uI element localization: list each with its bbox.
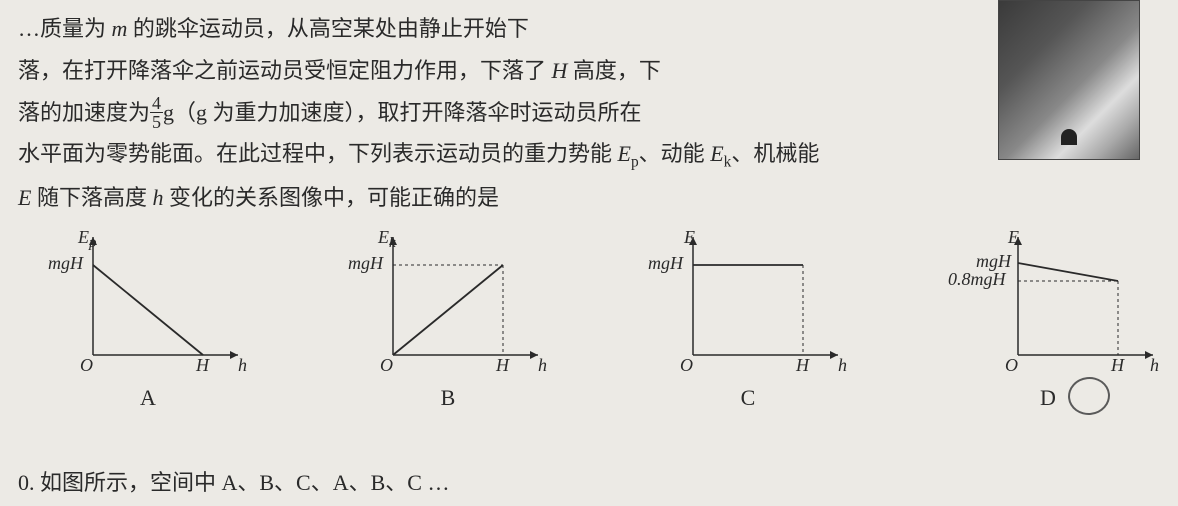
sym-E: E bbox=[18, 185, 31, 210]
t: 随下落高度 bbox=[31, 185, 147, 210]
svg-text:Ep: Ep bbox=[77, 227, 97, 251]
line-4: 水平面为零势能面。在此过程中，下列表示运动员的重力势能 Ep、动能 Ek、机械能 bbox=[18, 133, 1118, 177]
svg-text:h: h bbox=[1150, 355, 1159, 375]
svg-text:h: h bbox=[238, 355, 247, 375]
charts-row: Ep mgH O H h A Ek mgH O bbox=[18, 225, 1158, 419]
t: 变化的关系图像中，可能正确的是 bbox=[169, 185, 499, 210]
svg-text:h: h bbox=[838, 355, 847, 375]
svg-text:O: O bbox=[380, 355, 393, 375]
svg-text:mgH: mgH bbox=[48, 253, 84, 273]
num: 4 bbox=[150, 94, 163, 113]
chart-d-col: E mgH 0.8mgH O H h D bbox=[938, 225, 1158, 419]
sym-Ep: E bbox=[618, 141, 631, 166]
handwritten-circle-d bbox=[1066, 375, 1112, 417]
svg-text:H: H bbox=[1110, 355, 1125, 375]
t: …质量为 bbox=[18, 16, 112, 41]
sym-H: H bbox=[552, 58, 568, 83]
chart-a: Ep mgH O H h bbox=[38, 225, 258, 375]
t: 落的加速度为 bbox=[18, 100, 150, 125]
svg-text:H: H bbox=[195, 355, 210, 375]
chart-b: Ek mgH O H h bbox=[338, 225, 558, 375]
svg-text:H: H bbox=[495, 355, 510, 375]
option-d-label: D bbox=[1040, 377, 1056, 419]
chart-c: E mgH O H h bbox=[638, 225, 858, 375]
t: 的跳伞运动员，从高空某处由静止开始下 bbox=[127, 16, 529, 41]
chart-b-col: Ek mgH O H h B bbox=[338, 225, 558, 419]
line-2: 落，在打开降落伞之前运动员受恒定阻力作用，下落了 H 高度，下 bbox=[18, 50, 848, 92]
line-5: E 随下落高度 h 变化的关系图像中，可能正确的是 bbox=[18, 177, 1118, 219]
fraction-4-5: 45 bbox=[150, 94, 163, 131]
svg-text:O: O bbox=[680, 355, 693, 375]
t: 、机械能 bbox=[731, 141, 819, 166]
sym-Ek: E bbox=[710, 141, 723, 166]
svg-text:H: H bbox=[795, 355, 810, 375]
chart-a-col: Ep mgH O H h A bbox=[38, 225, 258, 419]
t: 落，在打开降落伞之前运动员受恒定阻力作用，下落了 bbox=[18, 58, 552, 83]
svg-text:E: E bbox=[1007, 227, 1019, 247]
t: 高度，下 bbox=[567, 58, 661, 83]
svg-text:h: h bbox=[538, 355, 547, 375]
svg-text:E: E bbox=[683, 227, 695, 247]
sym-h: h bbox=[147, 185, 169, 210]
sub: p bbox=[631, 154, 639, 171]
sym-m: m bbox=[112, 16, 128, 41]
question-text: …质量为 m 的跳伞运动员，从高空某处由静止开始下 落，在打开降落伞之前运动员受… bbox=[18, 8, 848, 219]
svg-text:mgH: mgH bbox=[348, 253, 384, 273]
option-b-label: B bbox=[441, 377, 456, 419]
parachute-photo bbox=[998, 0, 1140, 160]
option-c-label: C bbox=[741, 377, 756, 419]
svg-text:O: O bbox=[1005, 355, 1018, 375]
svg-text:mgH: mgH bbox=[976, 251, 1012, 271]
option-a-label: A bbox=[140, 377, 156, 419]
t: 、动能 bbox=[639, 141, 711, 166]
svg-text:mgH: mgH bbox=[648, 253, 684, 273]
svg-text:O: O bbox=[80, 355, 93, 375]
t: 水平面为零势能面。在此过程中，下列表示运动员的重力势能 bbox=[18, 141, 618, 166]
svg-text:0.8mgH: 0.8mgH bbox=[948, 269, 1006, 289]
den: 5 bbox=[150, 113, 163, 131]
svg-text:Ek: Ek bbox=[377, 227, 396, 251]
t: g（g 为重力加速度），取打开降落伞时运动员所在 bbox=[163, 100, 642, 125]
chart-c-col: E mgH O H h C bbox=[638, 225, 858, 419]
line-1: …质量为 m 的跳伞运动员，从高空某处由静止开始下 bbox=[18, 8, 848, 50]
next-question-cutoff: 0. 如图所示，空间中 A、B、C、A、B、C … bbox=[18, 462, 449, 504]
line-3: 落的加速度为45g（g 为重力加速度），取打开降落伞时运动员所在 bbox=[18, 92, 848, 134]
chart-d: E mgH 0.8mgH O H h bbox=[938, 225, 1158, 375]
